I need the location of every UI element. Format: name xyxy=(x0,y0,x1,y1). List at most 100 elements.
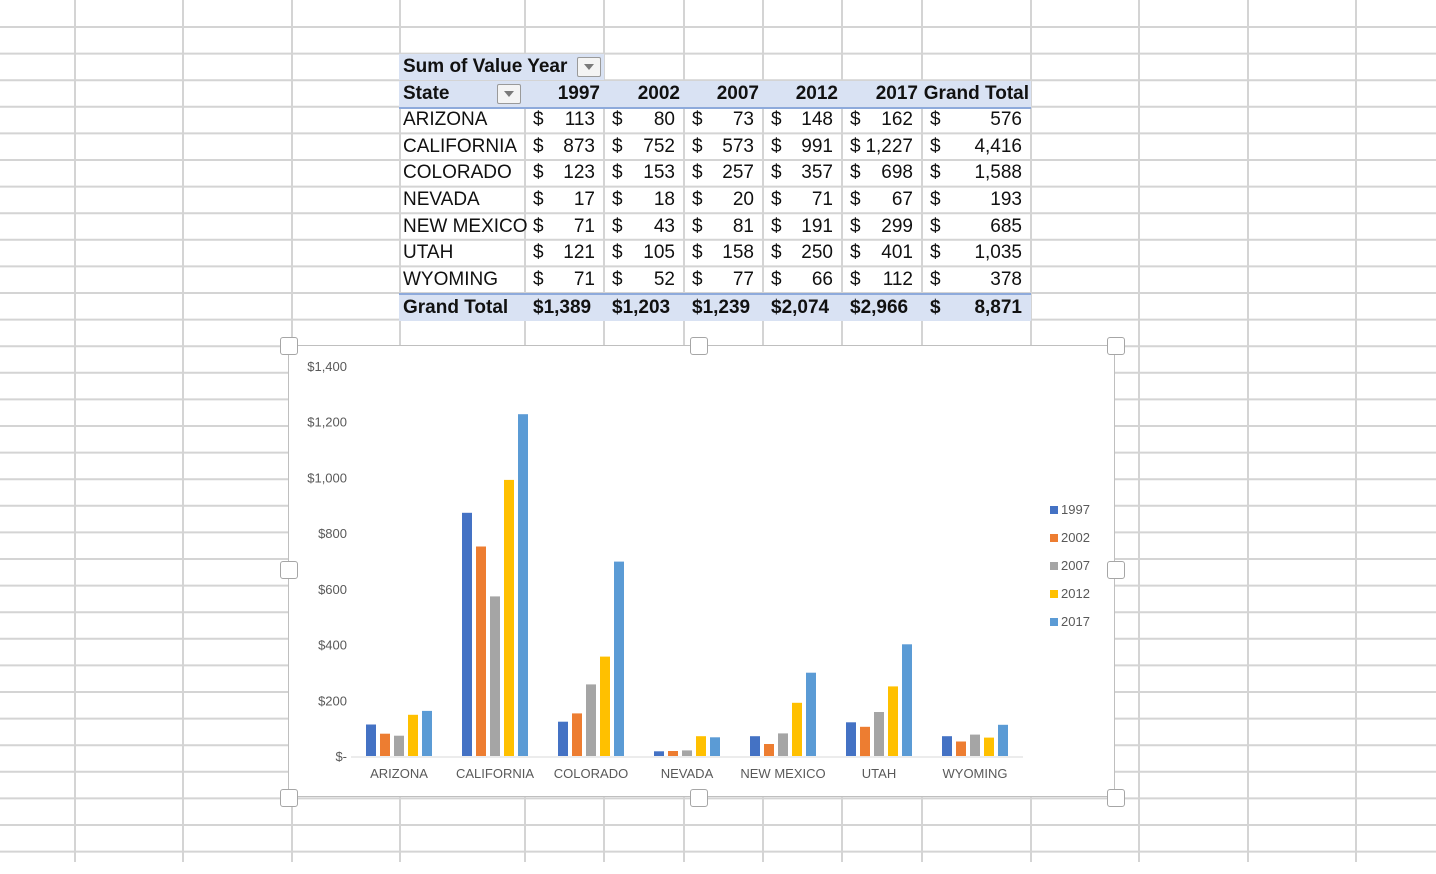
currency-symbol: $ xyxy=(850,135,861,157)
bar-wyoming-2002[interactable] xyxy=(956,741,966,757)
legend-label: 1997 xyxy=(1061,502,1090,517)
year-column-header: 2002 xyxy=(637,82,680,104)
bar-wyoming-2007[interactable] xyxy=(970,734,980,756)
value-cell: 153 xyxy=(643,162,675,184)
bar-california-2012[interactable] xyxy=(504,479,514,756)
bar-nevada-2012[interactable] xyxy=(696,736,706,756)
pivot-values-label: Sum of Value Year xyxy=(403,56,568,77)
chart-area[interactable]: $- $200 $400 $600 $800 $1,000 $1,200 $1,400 ARIZ… xyxy=(288,345,1115,797)
year-column-header: 2017 xyxy=(875,82,918,104)
value-cell: 52 xyxy=(653,268,675,290)
legend-swatch-2007 xyxy=(1050,562,1058,570)
legend-label: 2007 xyxy=(1061,558,1090,573)
bar-new-mexico-2002[interactable] xyxy=(764,744,774,756)
currency-symbol: $ xyxy=(612,162,623,184)
state-name: CALIFORNIA xyxy=(403,135,518,157)
currency-symbol: $ xyxy=(850,189,861,210)
bar-wyoming-2017[interactable] xyxy=(998,724,1008,756)
currency-symbol: $ xyxy=(612,109,623,131)
currency-symbol: $ xyxy=(850,242,861,264)
bar-colorado-2017[interactable] xyxy=(614,561,624,756)
resize-handle-top[interactable] xyxy=(690,337,708,355)
bar-new-mexico-2007[interactable] xyxy=(778,733,788,756)
bar-colorado-2007[interactable] xyxy=(586,684,596,756)
resize-handle-bottom-right[interactable] xyxy=(1107,789,1125,807)
bar-colorado-2002[interactable] xyxy=(572,713,582,756)
value-cell: 873 xyxy=(563,135,595,157)
bar-wyoming-2012[interactable] xyxy=(984,737,994,756)
bar-nevada-1997[interactable] xyxy=(654,751,664,756)
legend-swatch-2012 xyxy=(1050,590,1058,598)
resize-handle-left[interactable] xyxy=(280,561,298,579)
bar-arizona-2002[interactable] xyxy=(380,733,390,756)
bar-nevada-2002[interactable] xyxy=(668,751,678,756)
value-cell: 158 xyxy=(722,242,754,264)
bar-nevada-2017[interactable] xyxy=(710,737,720,756)
value-cell: 123 xyxy=(563,162,595,184)
bar-utah-2007[interactable] xyxy=(874,712,884,756)
x-tick-label: WYOMING xyxy=(943,766,1008,781)
bar-utah-2017[interactable] xyxy=(902,644,912,756)
value-cell: 991 xyxy=(801,135,833,157)
bar-california-1997[interactable] xyxy=(462,512,472,756)
resize-handle-top-left[interactable] xyxy=(280,337,298,355)
value-cell: 20 xyxy=(732,189,754,210)
bar-arizona-1997[interactable] xyxy=(366,724,376,757)
bar-california-2017[interactable] xyxy=(518,414,528,756)
bar-new-mexico-2017[interactable] xyxy=(806,672,816,756)
bar-utah-1997[interactable] xyxy=(846,722,856,756)
currency-symbol: $ xyxy=(612,189,623,210)
state-row-label: State xyxy=(403,82,450,104)
year-column-header: 2012 xyxy=(795,82,838,104)
currency-symbol: $ xyxy=(930,242,941,264)
currency-symbol: $ xyxy=(930,162,941,184)
y-tick-label: $1,200 xyxy=(307,415,347,430)
bar-utah-2012[interactable] xyxy=(888,686,898,756)
y-tick-label: $400 xyxy=(318,638,347,653)
row-total-cell: 576 xyxy=(990,109,1022,131)
state-filter-dropdown-icon[interactable] xyxy=(497,83,521,104)
bar-colorado-2012[interactable] xyxy=(600,656,610,756)
bar-wyoming-1997[interactable] xyxy=(942,736,952,756)
x-tick-label: COLORADO xyxy=(554,766,628,781)
x-tick-label: CALIFORNIA xyxy=(456,766,534,781)
bar-utah-2002[interactable] xyxy=(860,726,870,757)
currency-symbol: $ xyxy=(692,268,703,290)
value-cell: 80 xyxy=(653,109,675,131)
currency-symbol: $ xyxy=(692,189,703,210)
year-filter-dropdown-icon[interactable] xyxy=(577,57,601,77)
x-tick-label: UTAH xyxy=(862,766,896,781)
currency-symbol: $ xyxy=(771,109,782,131)
resize-handle-top-right[interactable] xyxy=(1107,337,1125,355)
bar-new-mexico-2012[interactable] xyxy=(792,702,802,756)
resize-handle-bottom[interactable] xyxy=(690,789,708,807)
currency-symbol: $ xyxy=(930,135,941,157)
bar-colorado-1997[interactable] xyxy=(558,721,568,756)
bar-california-2007[interactable] xyxy=(490,596,500,756)
state-name: COLORADO xyxy=(403,162,512,184)
grand-total-label: Grand Total xyxy=(403,297,509,319)
value-cell: 112 xyxy=(882,268,913,290)
currency-symbol: $ xyxy=(930,109,941,131)
grand-total-value: $1,203 xyxy=(612,297,671,319)
legend-swatch-1997 xyxy=(1050,506,1058,514)
pivot-data-row: ARIZONA $113 $80 $73 $148 $162 $576 xyxy=(399,107,1031,133)
bar-new-mexico-1997[interactable] xyxy=(750,736,760,756)
currency-symbol: $ xyxy=(533,242,544,264)
bar-california-2002[interactable] xyxy=(476,546,486,757)
bar-arizona-2017[interactable] xyxy=(422,710,432,756)
resize-handle-right[interactable] xyxy=(1107,561,1125,579)
bar-nevada-2007[interactable] xyxy=(682,750,692,756)
bar-arizona-2012[interactable] xyxy=(408,714,418,756)
bar-arizona-2007[interactable] xyxy=(394,735,404,756)
row-total-cell: 378 xyxy=(990,268,1022,290)
resize-handle-bottom-left[interactable] xyxy=(280,789,298,807)
currency-symbol: $ xyxy=(771,215,782,237)
currency-symbol: $ xyxy=(533,268,544,290)
state-name: ARIZONA xyxy=(403,109,488,131)
pivot-header-row: Sum of Value Year xyxy=(399,54,604,80)
currency-symbol: $ xyxy=(692,162,703,184)
value-cell: 73 xyxy=(732,109,754,131)
grand-total-value: $1,239 xyxy=(692,297,751,319)
currency-symbol: $ xyxy=(692,242,703,264)
